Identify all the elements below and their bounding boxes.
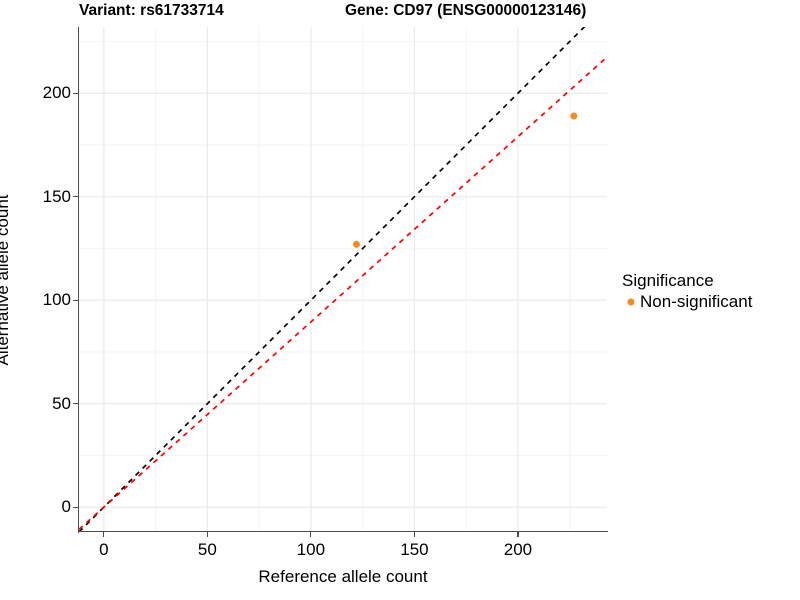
legend-item-non-significant[interactable]: Non-significant (622, 292, 797, 312)
data-point[interactable] (570, 112, 578, 120)
figure-title-row: Variant: rs61733714 Gene: CD97 (ENSG0000… (79, 2, 607, 26)
y-axis-tick (73, 299, 78, 301)
x-axis-title: Reference allele count (258, 567, 428, 586)
y-axis-tick-label: 50 (52, 393, 71, 413)
x-axis-tick (413, 532, 416, 537)
y-axis-title: Alternative allele count (0, 194, 12, 366)
x-axis-tick-label: 150 (400, 540, 429, 559)
y-axis-tick-label: 200 (42, 83, 71, 103)
y-axis-tick-label: 100 (42, 290, 71, 310)
x-axis-line (79, 531, 608, 533)
y-axis-tick (73, 92, 78, 94)
x-axis-tick-label: 100 (296, 540, 326, 559)
plot-panel (79, 27, 607, 532)
legend-title: Significance (622, 271, 714, 290)
legend: Significance Non-significant (622, 271, 797, 312)
y-axis-tick-label: 150 (42, 186, 71, 206)
point-marker-icon (622, 294, 639, 311)
x-axis-tick (206, 532, 208, 537)
identity-line (79, 27, 586, 532)
fit-line (79, 56, 607, 531)
plot-canvas (79, 27, 607, 532)
y-axis-tick (73, 403, 78, 405)
x-axis-tick (310, 532, 312, 537)
x-axis-tick-label: 200 (503, 540, 533, 559)
y-axis-tick (73, 506, 78, 508)
x-axis-tick-label: 50 (197, 540, 217, 559)
data-point[interactable] (352, 240, 360, 248)
gene-title: Gene: CD97 (ENSG00000123146) (345, 2, 587, 19)
y-axis-tick-label: 0 (61, 497, 71, 517)
y-axis-tick (73, 196, 78, 198)
x-axis-tick (103, 532, 105, 537)
variant-title: Variant: rs61733714 (79, 2, 224, 19)
x-axis-tick (517, 532, 519, 537)
x-axis-tick-label: 0 (99, 540, 109, 559)
legend-item-label: Non-significant (640, 292, 753, 311)
y-axis-line (78, 27, 80, 533)
